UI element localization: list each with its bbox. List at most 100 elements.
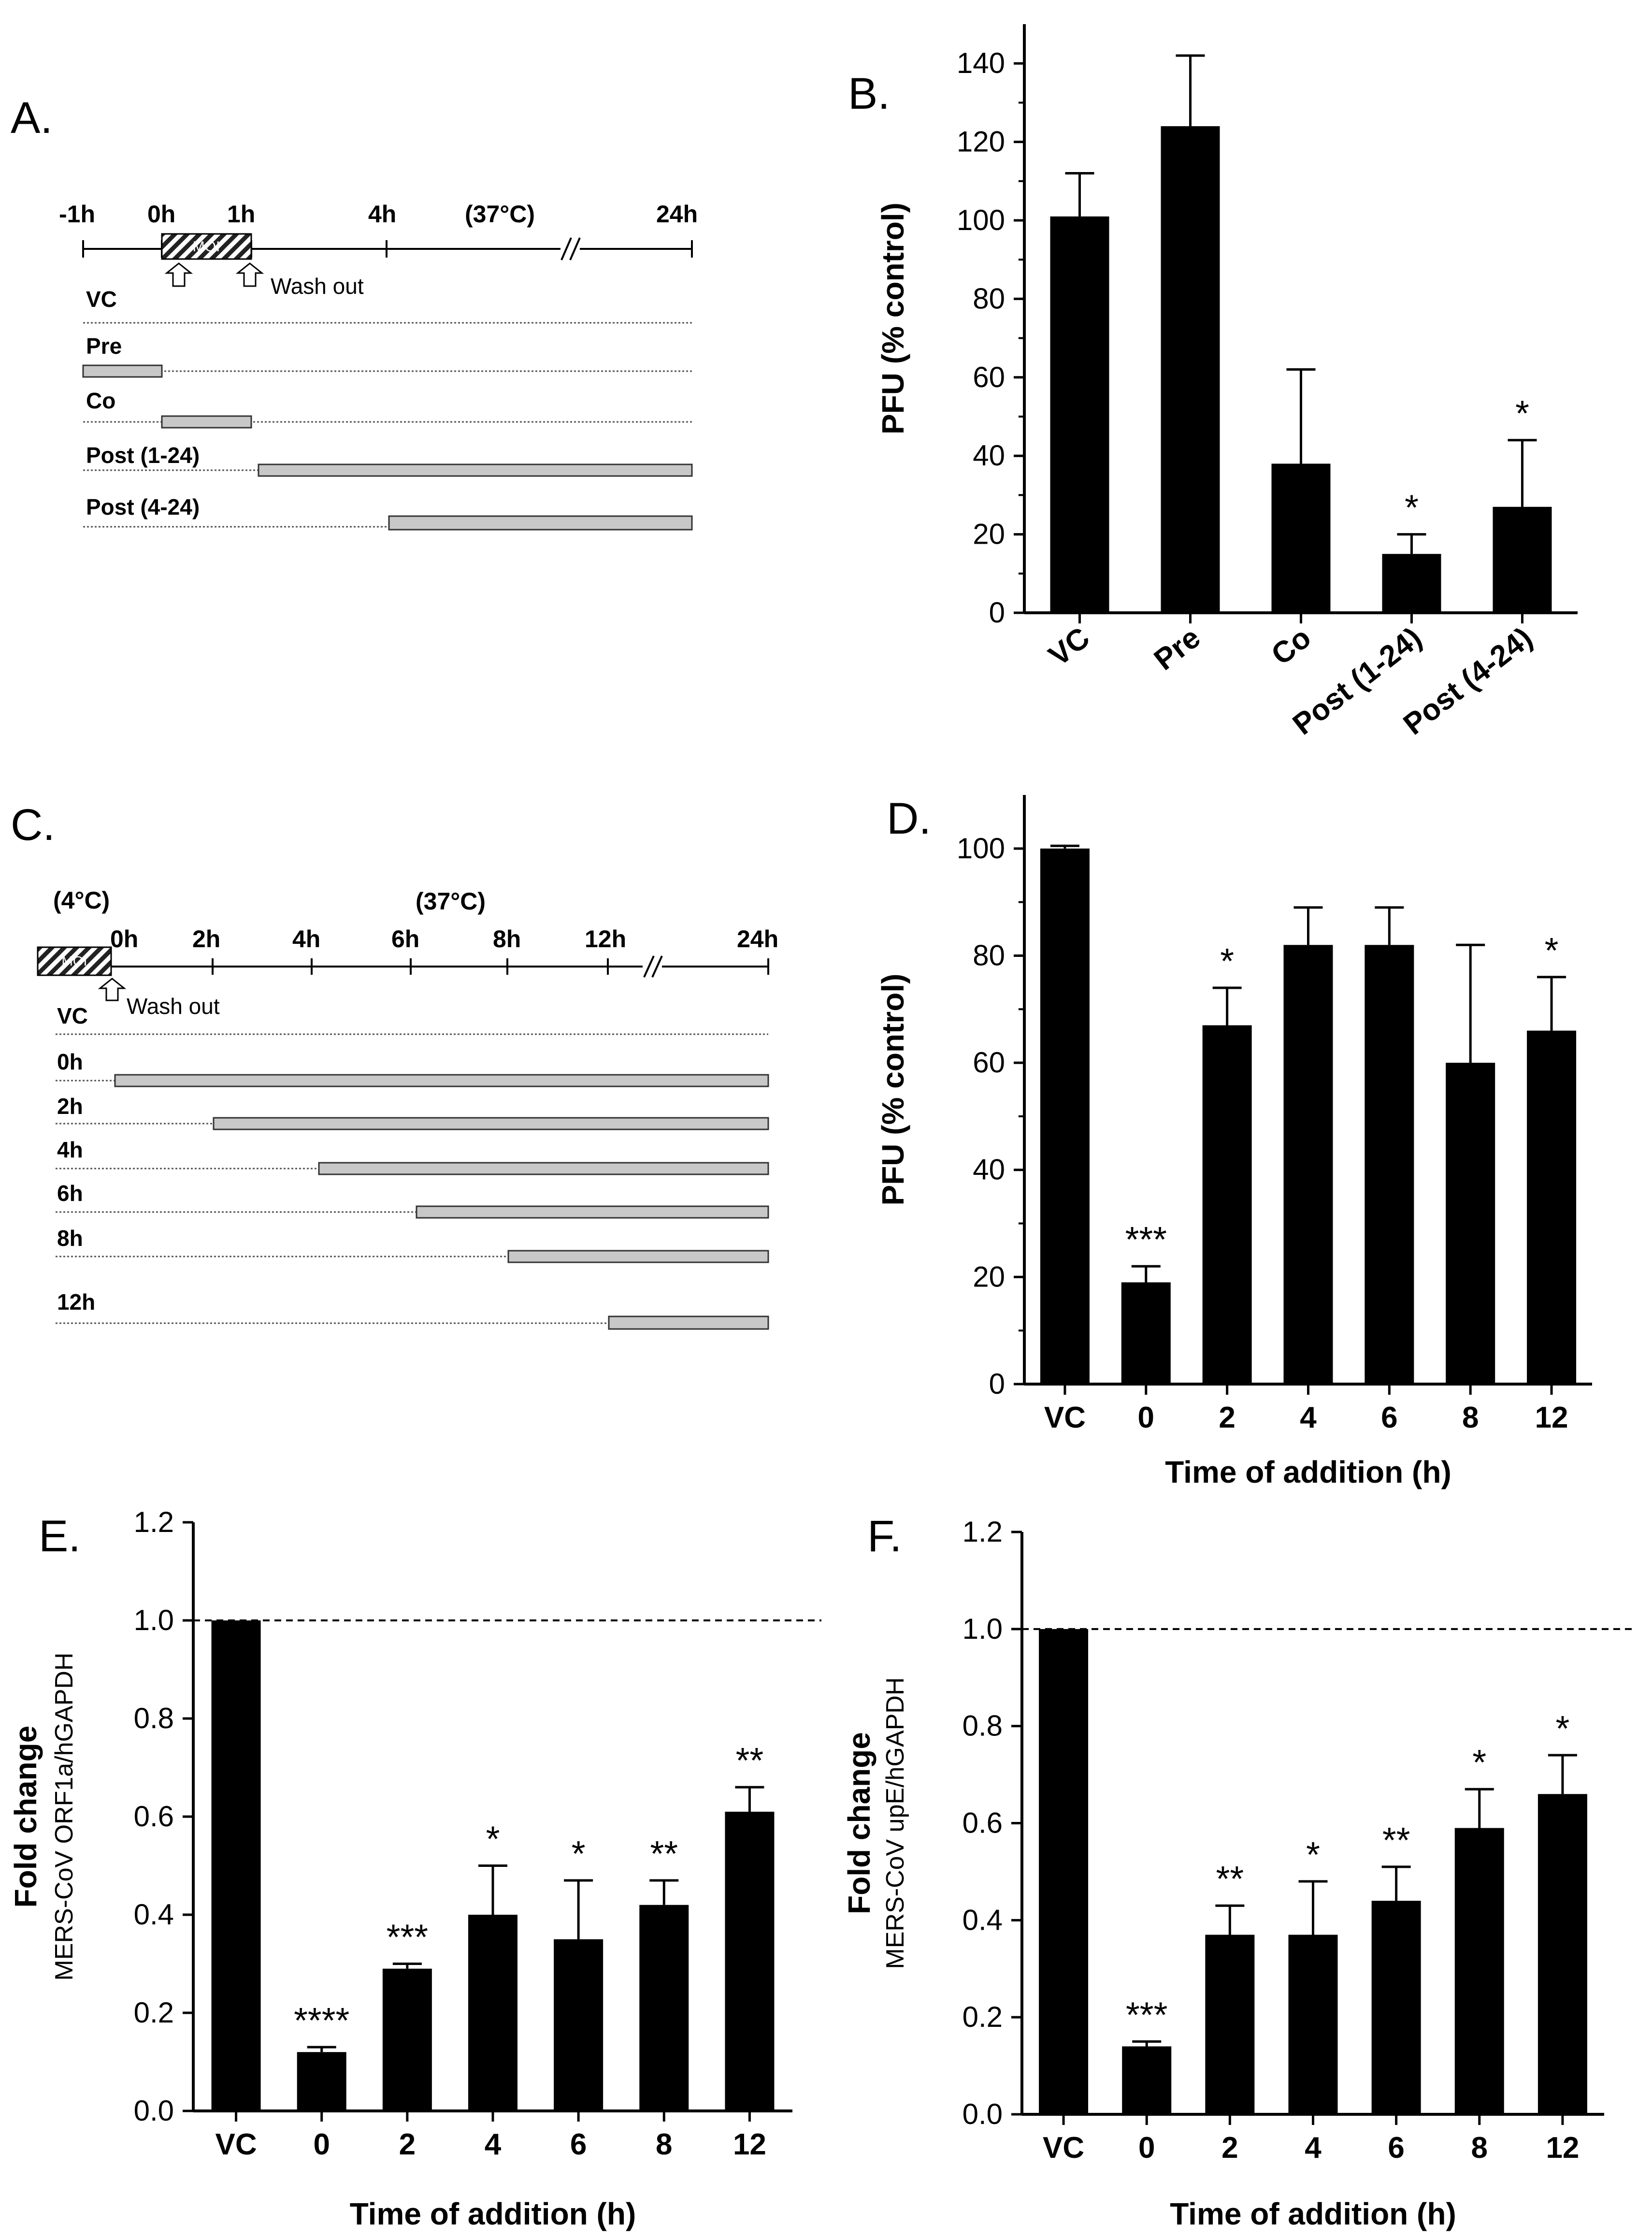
y-tick-label: 1.0 [962, 1613, 1003, 1645]
bar [1271, 463, 1331, 613]
y-tick-label: 0 [989, 596, 1005, 629]
significance-label: * [1545, 930, 1559, 970]
y-tick-label: 1.2 [962, 1516, 1003, 1548]
y-tick-label: 0.8 [134, 1702, 174, 1734]
panel-a-treatment-box [161, 233, 252, 260]
panel-a-time-label: 4h [368, 201, 396, 228]
y-axis-label-secondary: MERS-CoV upE/hGAPDH [881, 1677, 909, 1969]
x-tick-label: Co [1265, 621, 1318, 672]
x-tick-label: VC [1043, 621, 1096, 673]
chart-d: 0 20 40 60 80 100 VC *** 0 * 2 4 6 8 * 12 PFU (% control… [876, 795, 1592, 1489]
bar [1527, 1030, 1577, 1384]
bar [639, 1905, 689, 2111]
y-axis-label: Fold change [8, 1726, 43, 1908]
x-tick-label: 8 [1471, 2131, 1488, 2165]
panel-c-treatment-label: MOI [62, 953, 87, 968]
y-axis-label: Fold change [842, 1732, 876, 1914]
panel-c-treatment-bar [114, 1074, 769, 1087]
bar [1454, 1828, 1504, 2114]
x-tick-label: 6 [1388, 2131, 1404, 2165]
y-tick-label: 0.0 [962, 2098, 1003, 2130]
arrow-up-icon [235, 262, 264, 287]
bar [1039, 1629, 1089, 2114]
x-tick-label: VC [1043, 2131, 1084, 2165]
significance-label: * [1515, 393, 1529, 433]
panel-f-label: F. [867, 1512, 902, 1561]
panel-c-treatment-bar [608, 1315, 769, 1330]
y-tick-label: 1.2 [134, 1506, 174, 1538]
x-axis-label: Time of addition (h) [350, 2196, 636, 2231]
y-tick-label: 0 [989, 1368, 1005, 1400]
bar [1050, 216, 1109, 613]
panel-a-axis-break [569, 237, 581, 260]
panel-a-label: A. [11, 93, 53, 143]
bar [1121, 1282, 1171, 1384]
panel-c-row-label: 6h [57, 1181, 83, 1206]
significance-label: ** [1216, 1859, 1244, 1899]
panel-b-label: B. [848, 69, 890, 118]
x-tick-label: VC [1044, 1401, 1086, 1434]
panel-a-row-label: VC [86, 287, 117, 312]
y-tick-label: 80 [973, 939, 1005, 971]
y-tick-label: 40 [973, 1154, 1005, 1186]
x-tick-label: Pre [1148, 621, 1207, 677]
x-tick-label: 0 [1138, 1401, 1154, 1434]
panel-a-row-label: Pre [86, 333, 122, 359]
x-tick-label: 4 [1300, 1401, 1317, 1434]
y-tick-label: 60 [973, 361, 1005, 393]
bar [1040, 848, 1090, 1384]
y-tick-label: 0.2 [962, 2001, 1003, 2033]
bar [1283, 945, 1333, 1384]
y-tick-label: 140 [957, 47, 1005, 79]
y-axis-label-secondary: MERS-CoV ORF1a/hGAPDH [50, 1652, 78, 1980]
panel-c-time-label: 6h [391, 925, 419, 953]
x-tick-label: 0 [1138, 2131, 1155, 2165]
y-tick-label: 100 [957, 204, 1005, 236]
panel-a-wash-label: Wash out [271, 274, 364, 299]
panel-a-treatment-bar [161, 415, 252, 429]
x-tick-label: 2 [1219, 1401, 1235, 1434]
panel-c-time-label: 4h [292, 925, 320, 953]
y-tick-label: 60 [973, 1046, 1005, 1079]
x-tick-label: 8 [656, 2128, 672, 2161]
panel-a-time-label: 1h [227, 201, 255, 228]
bar [211, 1620, 261, 2111]
panel-c-treatment-bar [416, 1205, 769, 1219]
x-tick-label: 12 [733, 2128, 766, 2161]
panel-c-time-label: 12h [585, 925, 626, 953]
y-tick-label: 0.2 [134, 1996, 174, 2029]
bar [725, 1811, 775, 2111]
significance-label: * [486, 1819, 500, 1859]
bar [1537, 1794, 1587, 2114]
y-tick-label: 120 [957, 126, 1005, 158]
x-tick-label: 0 [313, 2128, 330, 2161]
bar [554, 1939, 603, 2111]
panel-c-treatment-bar [318, 1162, 769, 1175]
significance-label: * [1220, 941, 1234, 981]
panel-e-label: E. [39, 1512, 81, 1561]
y-tick-label: 20 [973, 518, 1005, 550]
y-tick-label: 40 [973, 439, 1005, 472]
panel-c-row-label: 2h [57, 1094, 83, 1119]
panel-c-row-label: VC [57, 1003, 88, 1028]
panel-c-temp-cold: (4°C) [53, 887, 110, 914]
panel-c-label: C. [11, 800, 55, 850]
bar [1161, 126, 1220, 613]
x-axis-label: Time of addition (h) [1170, 2196, 1456, 2231]
significance-label: * [1405, 488, 1419, 528]
panel-c-wash-label: Wash out [127, 994, 220, 1019]
x-tick-label: 12 [1535, 1401, 1568, 1434]
bar [1446, 1063, 1495, 1384]
y-tick-label: 100 [957, 832, 1005, 865]
arrow-up-icon [98, 978, 127, 1001]
y-tick-label: 20 [973, 1260, 1005, 1293]
x-tick-label: 6 [570, 2128, 587, 2161]
significance-label: *** [387, 1917, 428, 1957]
bar [297, 2052, 346, 2111]
panel-a-axis-break [560, 237, 572, 260]
x-tick-label: 2 [1221, 2131, 1238, 2165]
panel-c-time-label: 0h [110, 925, 138, 953]
panel-a-row-label: Post (1-24) [86, 443, 200, 468]
panel-a-treatment-bar [258, 463, 693, 477]
